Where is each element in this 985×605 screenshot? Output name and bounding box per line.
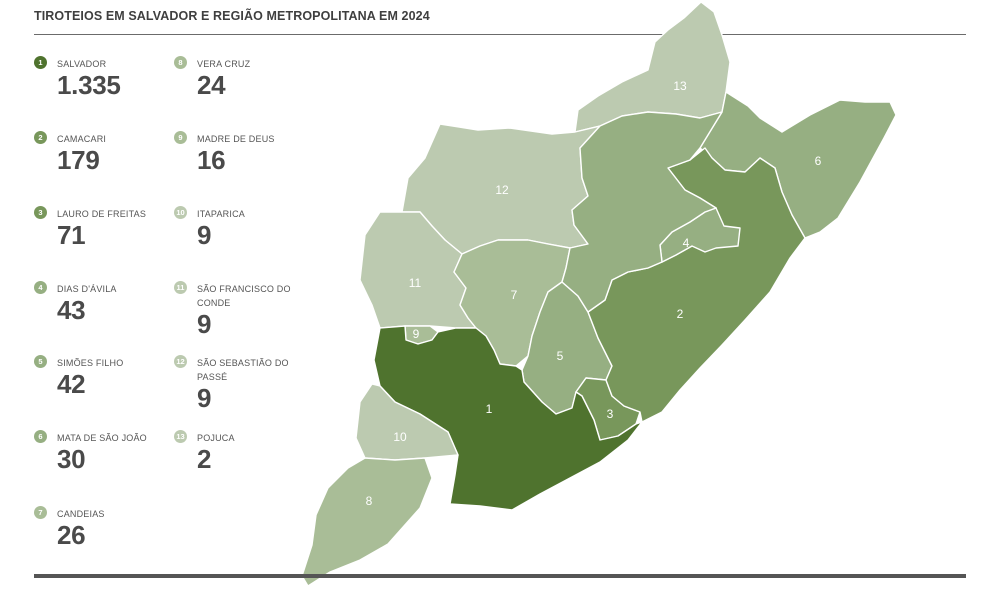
- bottom-divider: [34, 574, 966, 578]
- legend-item-pojuca: 13 POJUCA 2: [174, 430, 309, 480]
- legend-item-sao-sebastiao-do-passe: 12 SÃO SEBASTIÃO DO PASSÉ 9: [174, 355, 309, 415]
- legend-value: 2: [197, 444, 212, 474]
- legend-item-mata-de-sao-joao: 6 MATA DE SÃO JOÃO 30: [34, 430, 169, 480]
- legend-value: 24: [197, 70, 226, 100]
- legend-item-lauro-de-freitas: 3 LAURO DE FREITAS 71: [34, 206, 169, 256]
- legend-name: LAURO DE FREITAS: [57, 209, 147, 219]
- map-label-pojuca: 13: [673, 79, 687, 93]
- legend-item-camacari: 2 CAMACARI 179: [34, 131, 169, 181]
- map-label-lauro-de-freitas: 3: [607, 407, 614, 421]
- legend-value: 42: [57, 369, 86, 399]
- legend-badge: 11: [174, 281, 187, 294]
- legend-item-candeias: 7 CANDEIAS 26: [34, 506, 169, 556]
- legend-value: 30: [57, 444, 86, 474]
- legend-item-madre-de-deus: 9 MADRE DE DEUS 16: [174, 131, 309, 181]
- legend-item-vera-cruz: 8 VERA CRUZ 24: [174, 56, 309, 106]
- map-label-salvador: 1: [486, 402, 493, 416]
- legend-name: VERA CRUZ: [197, 59, 251, 69]
- legend-item-salvador: 1 SALVADOR 1.335: [34, 56, 169, 106]
- legend-value: 16: [197, 145, 226, 175]
- legend-value: 71: [57, 220, 86, 250]
- map-label-vera-cruz: 8: [366, 494, 373, 508]
- map-label-dias-davila: 4: [683, 236, 690, 250]
- legend-badge: 5: [34, 355, 47, 368]
- legend-badge: 8: [174, 56, 187, 69]
- legend-value: 43: [57, 295, 86, 325]
- legend-name: SÃO SEBASTIÃO DO PASSÉ: [197, 358, 289, 382]
- legend-value: 26: [57, 520, 86, 550]
- legend-badge: 7: [34, 506, 47, 519]
- map-label-mata-de-sao-joao: 6: [815, 154, 822, 168]
- legend-name: SIMÕES FILHO: [57, 358, 124, 368]
- legend-badge: 2: [34, 131, 47, 144]
- legend-name: DIAS D'ÁVILA: [57, 284, 117, 294]
- map-label-madre-de-deus: 9: [413, 327, 420, 341]
- legend-badge: 10: [174, 206, 187, 219]
- legend-item-simoes-filho: 5 SIMÕES FILHO 42: [34, 355, 169, 405]
- legend-value: 9: [197, 309, 212, 339]
- legend-value: 9: [197, 383, 212, 413]
- legend-item-itaparica: 10 ITAPARICA 9: [174, 206, 309, 256]
- region-vera-cruz: [301, 457, 433, 587]
- legend-name: ITAPARICA: [197, 209, 245, 219]
- map-label-candeias: 7: [511, 288, 518, 302]
- legend-badge: 12: [174, 355, 187, 368]
- legend-badge: 4: [34, 281, 47, 294]
- top-divider: [34, 34, 966, 35]
- legend-badge: 9: [174, 131, 187, 144]
- region-north-interior: [561, 111, 723, 313]
- legend-badge: 3: [34, 206, 47, 219]
- legend-value: 9: [197, 220, 212, 250]
- legend-badge: 6: [34, 430, 47, 443]
- legend-name: SÃO FRANCISCO DO CONDE: [197, 284, 291, 308]
- legend-value: 179: [57, 145, 100, 175]
- region-itaparica: [355, 383, 459, 461]
- legend-name: SALVADOR: [57, 59, 107, 69]
- legend-badge: 1: [34, 56, 47, 69]
- map-title: TIROTEIOS EM SALVADOR E REGIÃO METROPOLI…: [34, 9, 430, 23]
- legend-value: 1.335: [57, 70, 121, 100]
- legend-name: CANDEIAS: [57, 509, 105, 519]
- map-label-camacari: 2: [677, 307, 684, 321]
- map-label-simoes-filho: 5: [557, 349, 564, 363]
- map-label-sao-sebastiao-do-passe: 12: [495, 183, 509, 197]
- legend-name: MATA DE SÃO JOÃO: [57, 433, 147, 443]
- legend-name: POJUCA: [197, 433, 235, 443]
- legend-name: CAMACARI: [57, 134, 107, 144]
- region-salvador: [373, 325, 643, 511]
- region-number-labels: 1 2 3 4 5 6 7 8 9 10 11 12 13: [366, 79, 822, 508]
- legend-badge: 13: [174, 430, 187, 443]
- legend-name: MADRE DE DEUS: [197, 134, 275, 144]
- legend-item-dias-davila: 4 DIAS D'ÁVILA 43: [34, 281, 169, 331]
- map-label-sao-francisco-do-conde: 11: [409, 276, 422, 290]
- map-label-itaparica: 10: [393, 430, 407, 444]
- legend-item-sao-francisco-do-conde: 11 SÃO FRANCISCO DO CONDE 9: [174, 281, 309, 341]
